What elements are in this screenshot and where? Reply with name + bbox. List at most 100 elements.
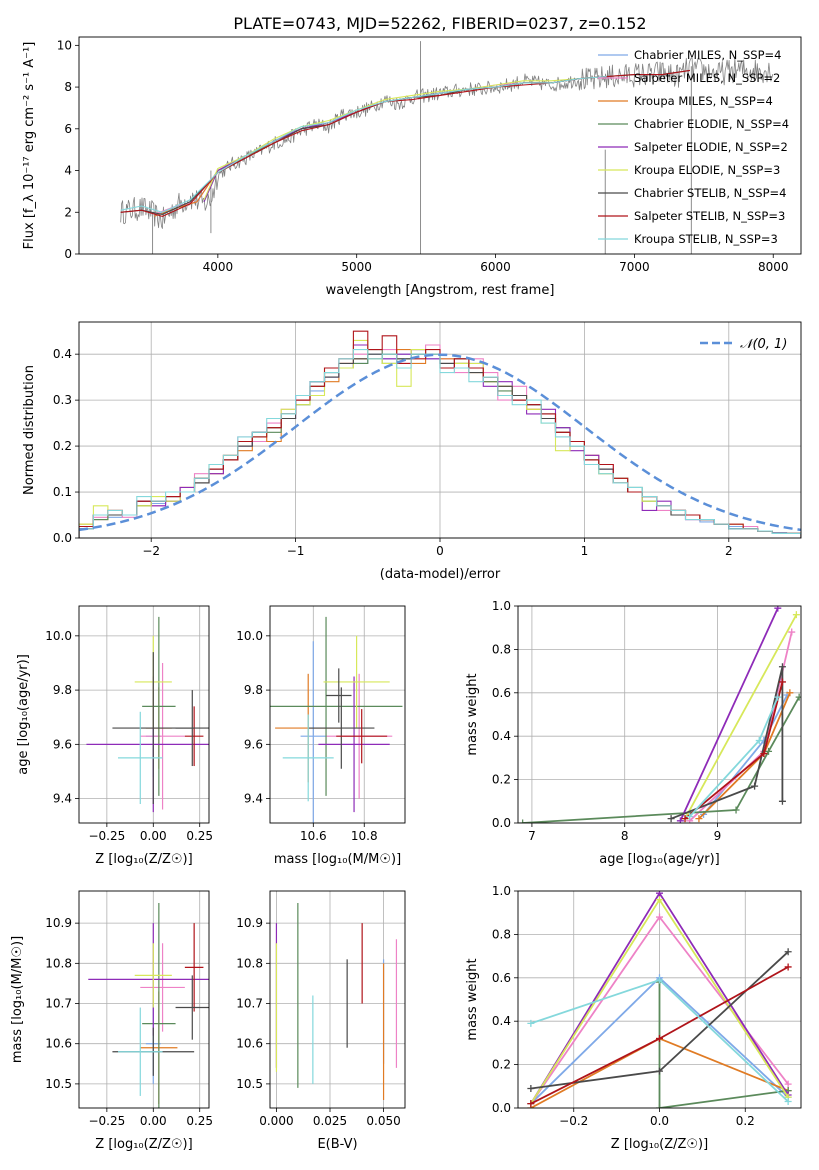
y-tick-label: 9.6 [244,737,263,751]
axes-frame [517,605,802,824]
y-tick-label: 9.4 [244,792,263,806]
weight-marker [527,1084,535,1092]
figure-title: PLATE=0743, MJD=52262, FIBERID=0237, z=0… [233,14,646,33]
x-tick-label: 0.0 [650,1114,669,1128]
plot-area [275,903,398,1100]
legend-label: Chabrier STELIB, N_SSP=4 [634,186,786,200]
x-axis-label: age [log₁₀(age/yr)] [599,852,720,867]
weight-marker [695,815,703,823]
x-tick-label: 7 [528,829,536,843]
weight-vs-age-plot: 7 8 9 0.0 0.2 0.4 0.6 0.8 1.0 age [log₁₀(age/yr)]… [465,599,802,867]
legend-label: 𝒩(0, 1) [740,337,787,352]
weight-vs-metallicity-plot: −0.2 0.0 0.2 0.0 0.2 0.4 0.6 0.8 1.0 Z [log₁₀(Z/Z… [465,884,802,1152]
axes-frame [517,890,802,1109]
y-tick-label: 9.8 [53,683,72,697]
model-spectrum [120,76,607,213]
y-tick-label: 10.7 [45,997,72,1011]
y-tick-label: 0.4 [492,1014,511,1028]
x-tick-label: −0.2 [559,1114,588,1128]
legend: 𝒩(0, 1) [700,337,787,352]
y-tick-label: 1.0 [492,599,511,613]
weight-marker [760,750,768,758]
x-tick-label: 0 [436,544,444,558]
y-axis-label: Flux [f_λ 10⁻¹⁷ erg cm⁻² s⁻¹ A⁻¹] [22,42,37,250]
legend-label: Salpeter STELIB, N_SSP=3 [634,209,785,223]
y-tick-label: 10.9 [236,916,263,930]
weight-marker [656,891,663,897]
weight-marker [765,747,773,755]
y-tick-label: 10.0 [45,629,72,643]
weight-marker [732,806,740,814]
x-axis-label: mass [log₁₀(M/M☉)] [274,852,401,867]
weight-marker [784,963,792,971]
y-axis-label: Normed distribution [22,365,37,495]
x-tick-label: 0.025 [313,1114,347,1128]
legend-label: Kroupa STELIB, N_SSP=3 [634,232,778,246]
legend-label: Kroupa ELODIE, N_SSP=3 [634,163,780,177]
model-spectrum [203,76,607,203]
legend: Chabrier MILES, N_SSP=4 Salpeter MILES, N… [598,48,789,246]
y-tick-label: 10.6 [45,1037,72,1051]
x-tick-label: 6000 [480,260,511,274]
weight-marker [778,678,786,686]
x-tick-label: 2 [725,544,733,558]
y-tick-label: 10.5 [236,1077,263,1091]
plot-area [88,903,209,1108]
y-tick-label: 0.0 [53,531,72,545]
plot-area [120,41,774,254]
y-tick-label: 0.4 [53,347,72,361]
mass-vs-extinction-plot: 0.000 0.025 0.050 10.5 10.6 10.7 10.8 10.9 E(B-V… [236,890,406,1152]
weight-line [684,614,798,820]
weight-marker [686,812,694,820]
x-axis-label: (data-model)/error [380,567,501,582]
model-spectrum [153,76,607,215]
mass-vs-metallicity-plot: −0.25 0.00 0.25 10.5 10.6 10.7 10.8 10.9 Z [log₁… [10,890,213,1152]
x-tick-label: 9 [714,829,722,843]
x-axis-label: Z [log₁₀(Z/Z☉)] [95,1137,192,1152]
x-tick-label: 0.00 [140,1114,167,1128]
y-axis-label: mass [log₁₀(M/M☉)] [10,936,25,1063]
y-tick-label: 0.6 [492,686,511,700]
y-tick-label: 1.0 [492,884,511,898]
x-tick-label: −2 [142,544,160,558]
y-axis-label: mass weight [465,958,480,1040]
plot-area [270,616,403,823]
y-tick-label: 10.9 [45,916,72,930]
y-tick-label: 0.2 [492,1058,511,1072]
x-tick-label: 1 [581,544,589,558]
weight-marker [755,737,763,745]
weight-marker [519,819,527,823]
legend-label: Kroupa MILES, N_SSP=4 [634,94,773,108]
y-tick-label: 0.1 [53,485,72,499]
y-tick-label: 4 [64,164,72,178]
x-tick-label: 0.25 [186,1114,213,1128]
x-axis-label: wavelength [Angstrom, rest frame] [326,283,555,298]
y-tick-label: 10.7 [236,997,263,1011]
x-tick-label: 0.00 [140,829,167,843]
weight-marker [778,797,786,805]
y-tick-label: 0.6 [492,971,511,985]
axes-frame [78,605,210,824]
x-tick-label: 8 [621,829,629,843]
x-tick-label: 0.2 [736,1114,755,1128]
y-tick-label: 0.4 [492,729,511,743]
y-axis-label: age [log₁₀(age/yr)] [16,654,31,775]
x-tick-label: 0.25 [186,829,213,843]
model-spectrum [203,76,607,203]
y-axis-label: mass weight [465,673,480,755]
x-tick-label: 10.6 [300,829,327,843]
y-tick-label: 10.6 [236,1037,263,1051]
weight-marker [792,611,800,619]
y-tick-label: 0 [64,247,72,261]
x-tick-label: 8000 [758,260,789,274]
y-tick-label: 9.8 [244,683,263,697]
weight-line [522,696,800,823]
y-tick-label: 10.5 [45,1077,72,1091]
legend-label: Salpeter ELODIE, N_SSP=2 [634,140,788,154]
age-vs-metallicity-plot: −0.25 0.00 0.25 9.4 9.6 9.8 10.0 Z [log₁₀(Z/Z☉)… [16,605,213,867]
weight-marker [751,782,759,790]
legend-label: Salpeter MILES, N_SSP=2 [634,71,780,85]
weight-marker [784,948,792,956]
weight-marker [656,976,663,984]
